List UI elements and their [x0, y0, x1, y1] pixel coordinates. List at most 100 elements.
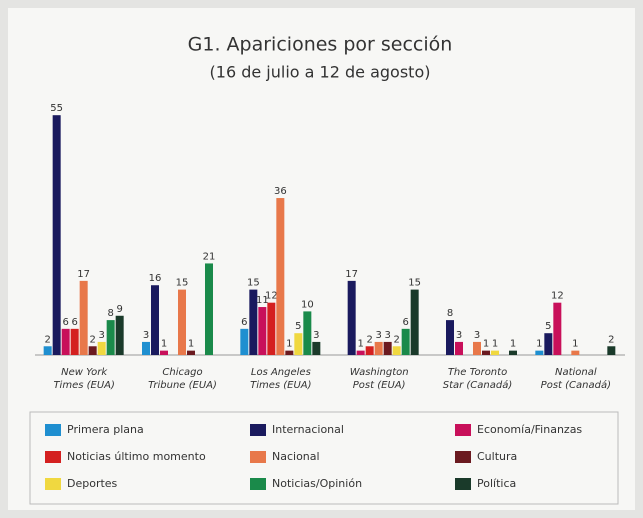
data-label: 36 — [274, 186, 287, 197]
data-label: 3 — [313, 330, 319, 341]
x-tick-label: Chicago Tribune (EUA) — [148, 367, 217, 391]
data-label: 3 — [384, 330, 390, 341]
bar — [374, 341, 383, 355]
bar — [276, 198, 285, 355]
bar — [115, 315, 124, 355]
bar — [312, 341, 321, 355]
legend-label: Internacional — [272, 423, 344, 436]
bar — [365, 346, 374, 355]
data-label: 9 — [116, 304, 122, 315]
data-label: 55 — [50, 103, 63, 114]
bar — [205, 263, 213, 355]
legend-swatch — [455, 424, 471, 436]
data-label: 1 — [357, 339, 363, 350]
bar — [151, 285, 159, 355]
bar — [571, 350, 580, 355]
legend-swatch — [45, 424, 61, 436]
data-label: 8 — [447, 308, 453, 319]
legend-swatch — [250, 478, 266, 490]
bar — [88, 346, 97, 355]
legend-label: Noticias/Opinión — [272, 477, 362, 490]
data-label: 2 — [89, 334, 95, 345]
data-label: 12 — [551, 291, 564, 302]
data-label: 1 — [492, 339, 498, 350]
bar — [79, 280, 88, 355]
data-label: 8 — [107, 308, 113, 319]
legend-swatch — [250, 451, 266, 463]
chart-background — [8, 8, 635, 510]
data-label: 17 — [77, 269, 90, 280]
bar — [356, 350, 365, 355]
data-label: 2 — [608, 334, 614, 345]
bar — [97, 341, 106, 355]
data-label: 2 — [393, 334, 399, 345]
data-label: 3 — [375, 330, 381, 341]
bar — [401, 328, 410, 355]
data-label: 15 — [408, 278, 421, 289]
data-label: 6 — [402, 317, 408, 328]
data-label: 3 — [456, 330, 462, 341]
bar — [178, 289, 186, 355]
data-label: 1 — [161, 339, 167, 350]
data-label: 1 — [188, 339, 194, 350]
data-label: 2 — [366, 334, 372, 345]
chart-title: G1. Apariciones por sección — [188, 34, 453, 56]
bar — [347, 280, 356, 355]
x-tick-label: The Toronto Star (Canadá) — [443, 367, 513, 391]
bar — [187, 350, 195, 355]
chart-subtitle: (16 de julio a 12 de agosto) — [210, 63, 431, 82]
data-label: 1 — [536, 339, 542, 350]
bar — [267, 302, 276, 355]
data-label: 15 — [176, 278, 189, 289]
legend-label: Cultura — [477, 450, 517, 463]
bar — [491, 350, 499, 355]
data-label: 3 — [143, 330, 149, 341]
data-label: 6 — [62, 317, 68, 328]
data-label: 1 — [483, 339, 489, 350]
legend-swatch — [250, 424, 266, 436]
bar — [303, 311, 312, 355]
legend-label: Nacional — [272, 450, 320, 463]
bar — [509, 350, 517, 355]
bar — [544, 333, 553, 355]
legend-swatch — [45, 451, 61, 463]
x-tick-label: Washington Post (EUA) — [350, 367, 409, 391]
data-label: 2 — [44, 334, 50, 345]
data-label: 12 — [265, 291, 278, 302]
data-label: 1 — [572, 339, 578, 350]
data-label: 16 — [149, 273, 162, 284]
data-label: 1 — [510, 339, 516, 350]
bar — [607, 346, 616, 355]
bar — [410, 289, 419, 355]
bar — [294, 333, 303, 355]
legend-label: Economía/Finanzas — [477, 423, 582, 436]
legend-label: Política — [477, 477, 516, 490]
legend-label: Deportes — [67, 477, 118, 490]
data-label: 11 — [256, 295, 269, 306]
bar — [142, 341, 150, 355]
legend-frame — [29, 411, 619, 505]
x-tick-label: Los Angeles Times (EUA) — [250, 367, 311, 391]
bar — [392, 346, 401, 355]
bar — [240, 328, 249, 355]
data-label: 15 — [247, 278, 260, 289]
bar — [285, 350, 294, 355]
x-tick-label: National Post (Canadá) — [541, 367, 611, 391]
data-label: 21 — [203, 251, 216, 262]
x-tick-label: New York Times (EUA) — [53, 367, 114, 391]
legend-label: Primera plana — [67, 423, 144, 436]
bar — [383, 341, 392, 355]
data-label: 3 — [98, 330, 104, 341]
legend-swatch — [455, 478, 471, 490]
legend-swatch — [45, 478, 61, 490]
data-label: 5 — [295, 321, 301, 332]
bar — [61, 328, 70, 355]
bar — [446, 320, 454, 355]
legend-swatch — [455, 451, 471, 463]
bar — [258, 307, 267, 355]
data-label: 3 — [474, 330, 480, 341]
bar — [473, 341, 481, 355]
bar — [535, 350, 544, 355]
data-label: 6 — [241, 317, 247, 328]
